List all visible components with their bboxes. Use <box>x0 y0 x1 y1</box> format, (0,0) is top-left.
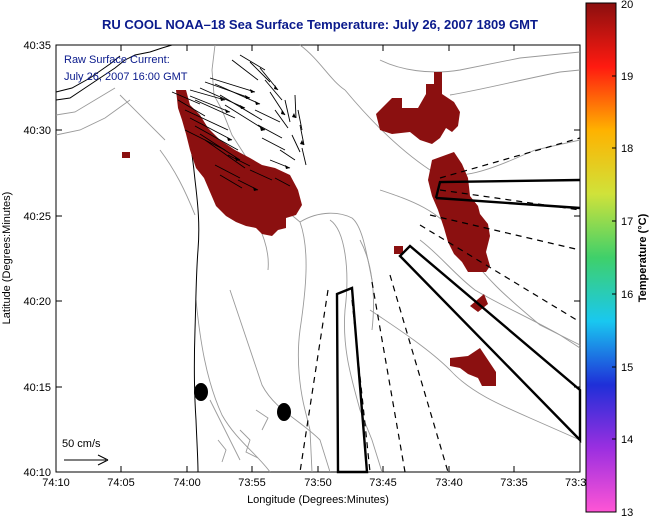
coastline <box>55 44 200 473</box>
scale-label: 50 cm/s <box>62 438 101 450</box>
y-tick-label: 40:35 <box>23 40 51 52</box>
y-tick-label: 40:30 <box>23 125 51 137</box>
station-dot <box>277 403 291 421</box>
map-title: RU COOL NOAA–18 Sea Surface Temperature:… <box>102 17 538 32</box>
y-tick-labels: 40:35 40:30 40:25 40:20 40:15 40:10 <box>23 40 51 479</box>
axis-ticks <box>55 45 580 472</box>
annotation-line-1: Raw Surface Current: <box>64 54 170 66</box>
x-tick-label: 73:35 <box>500 477 528 489</box>
x-tick-label: 73:55 <box>238 477 266 489</box>
colorbar-tick-label: 19 <box>621 71 633 83</box>
y-tick-label: 40:15 <box>23 382 51 394</box>
radial-dashed-lines <box>299 137 581 473</box>
colorbar-tick-label: 16 <box>621 289 633 301</box>
colorbar-label: Temperature (°C) <box>637 213 649 302</box>
x-tick-label: 73:50 <box>304 477 332 489</box>
y-tick-label: 40:10 <box>23 467 51 479</box>
surface-current-arrowheads <box>220 85 304 191</box>
scale-arrowhead <box>97 454 109 466</box>
colorbar-tick-label: 14 <box>621 434 633 446</box>
annotation-line-2: July 26, 2007 16:00 GMT <box>64 71 188 83</box>
colorbar-tick-label: 13 <box>621 507 633 518</box>
colorbar-tick-label: 18 <box>621 143 633 155</box>
y-tick-label: 40:25 <box>23 211 51 223</box>
x-axis-label: Longitude (Degrees:Minutes) <box>247 494 389 506</box>
colorbar-ticks <box>612 2 616 513</box>
colorbar-tick-label: 17 <box>621 216 633 228</box>
station-dot <box>194 383 208 401</box>
colorbar-tick-labels: 20 19 18 17 16 15 14 13 <box>621 0 633 518</box>
y-axis-label: Latitude (Degrees:Minutes) <box>1 192 13 325</box>
x-tick-labels: 74:10 74:05 74:00 73:55 73:50 73:45 73:4… <box>42 477 586 489</box>
surface-current-vectors <box>171 54 307 191</box>
x-tick-label: 74:00 <box>173 477 201 489</box>
y-tick-label: 40:20 <box>23 296 51 308</box>
land-contour <box>55 87 131 136</box>
x-tick-label: 73:3 <box>565 477 586 489</box>
x-tick-label: 73:40 <box>435 477 463 489</box>
x-tick-label: 73:45 <box>369 477 397 489</box>
transect-boxes <box>335 178 582 474</box>
colorbar-tick-label: 15 <box>621 362 633 374</box>
x-tick-label: 74:10 <box>42 477 70 489</box>
colorbar-tick-label: 20 <box>621 0 633 11</box>
x-tick-label: 74:05 <box>107 477 135 489</box>
colorbar <box>585 2 617 513</box>
